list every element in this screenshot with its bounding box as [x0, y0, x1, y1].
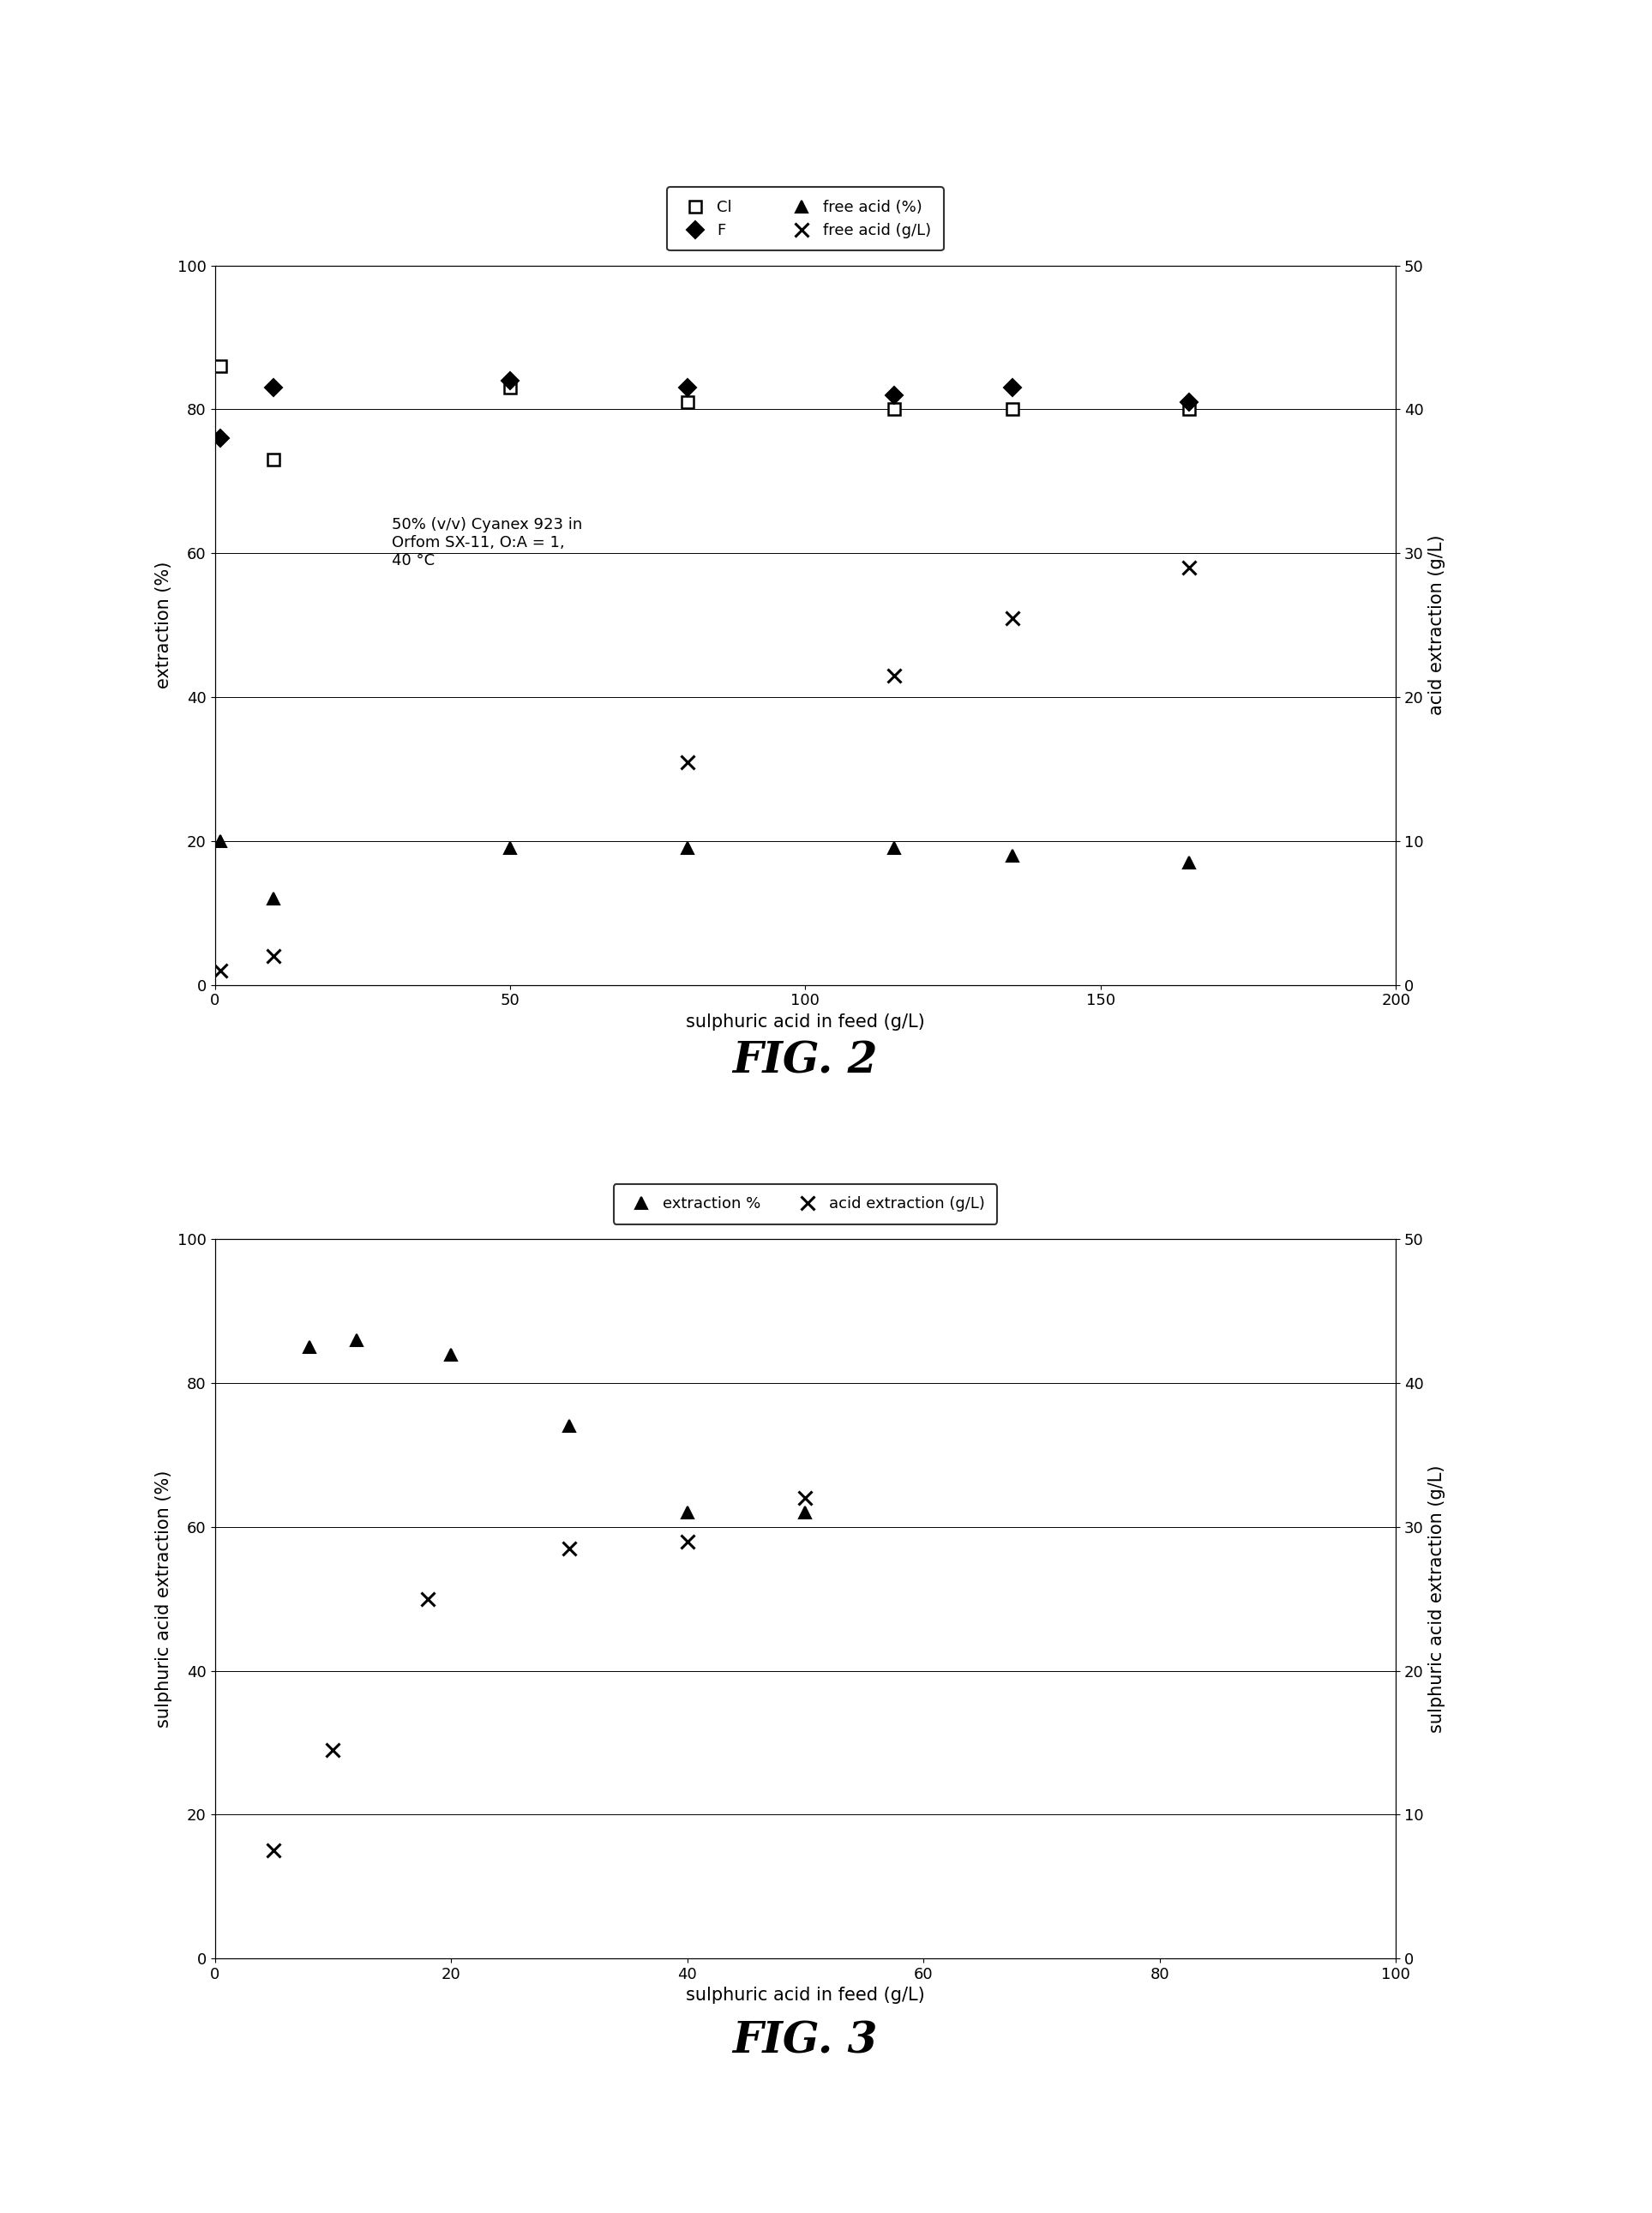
Text: FIG. 2: FIG. 2: [732, 1040, 877, 1082]
X-axis label: sulphuric acid in feed (g/L): sulphuric acid in feed (g/L): [686, 1987, 925, 2005]
Y-axis label: extraction (%): extraction (%): [155, 562, 172, 688]
Y-axis label: sulphuric acid extraction (%): sulphuric acid extraction (%): [155, 1469, 172, 1728]
Y-axis label: acid extraction (g/L): acid extraction (g/L): [1429, 536, 1446, 715]
X-axis label: sulphuric acid in feed (g/L): sulphuric acid in feed (g/L): [686, 1014, 925, 1031]
Legend: Cl, F, free acid (%), free acid (g/L): Cl, F, free acid (%), free acid (g/L): [667, 188, 943, 250]
Text: FIG. 3: FIG. 3: [732, 2020, 877, 2063]
Legend: extraction %, acid extraction (g/L): extraction %, acid extraction (g/L): [613, 1184, 998, 1224]
Y-axis label: sulphuric acid extraction (g/L): sulphuric acid extraction (g/L): [1429, 1465, 1446, 1733]
Text: 50% (v/v) Cyanex 923 in
Orfom SX-11, O:A = 1,
40 °C: 50% (v/v) Cyanex 923 in Orfom SX-11, O:A…: [392, 518, 583, 569]
